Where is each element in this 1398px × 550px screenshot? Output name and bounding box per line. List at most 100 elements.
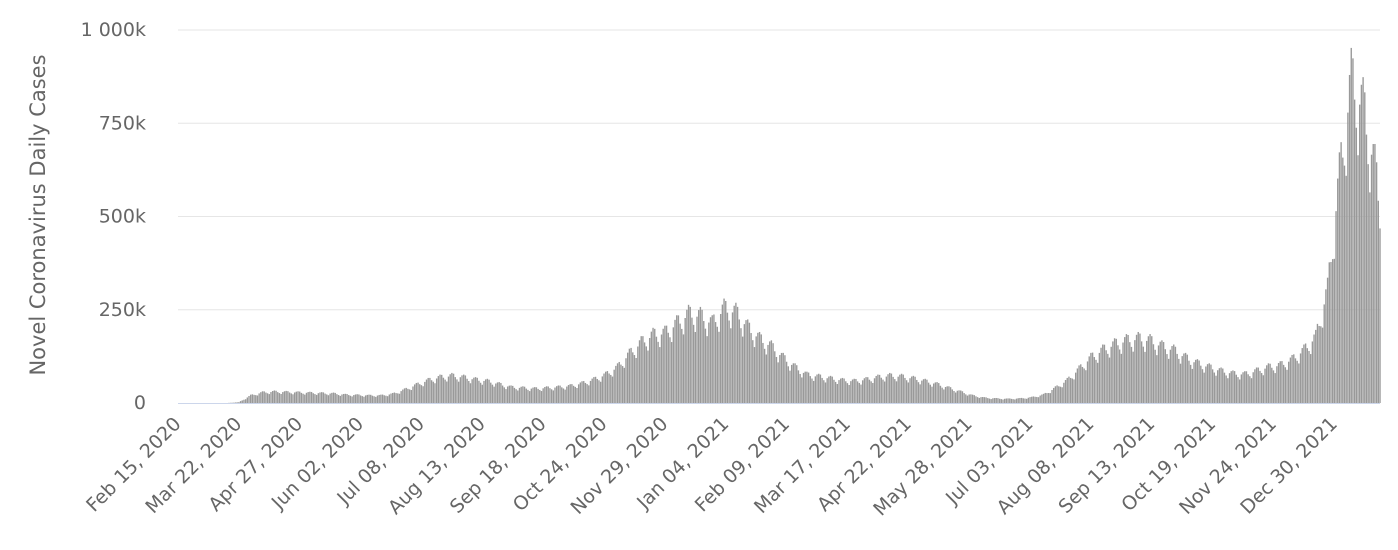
daily-cases-bar <box>1308 350 1310 403</box>
daily-cases-bar <box>1125 334 1128 403</box>
daily-cases-bar <box>1007 398 1009 403</box>
daily-cases-bar <box>946 386 948 403</box>
daily-cases-bar <box>1306 348 1308 403</box>
daily-cases-bar <box>577 384 580 403</box>
daily-cases-bar <box>694 331 697 403</box>
daily-cases-bar <box>638 340 641 403</box>
daily-cases-bar <box>1140 341 1143 403</box>
daily-cases-bar <box>1078 365 1080 403</box>
daily-cases-bar <box>960 390 962 403</box>
daily-cases-bar <box>740 328 742 403</box>
daily-cases-bar <box>1301 348 1303 403</box>
daily-cases-bar <box>1269 363 1271 403</box>
daily-cases-bar <box>282 392 284 403</box>
daily-cases-bar <box>422 386 424 403</box>
daily-cases-bar <box>479 382 482 403</box>
daily-cases-bar <box>518 387 521 403</box>
daily-cases-bar <box>584 382 587 403</box>
daily-cases-bar <box>1200 365 1202 403</box>
daily-cases-bar <box>474 377 477 403</box>
daily-cases-bar <box>948 386 950 403</box>
daily-cases-bar <box>921 380 923 403</box>
daily-cases-bar <box>777 362 779 403</box>
daily-cases-bar <box>882 379 884 403</box>
daily-cases-bar <box>364 395 367 403</box>
daily-cases-bar <box>1146 340 1148 403</box>
daily-cases-bar <box>1107 353 1109 403</box>
daily-cases-bar <box>968 394 970 403</box>
daily-cases-bar <box>721 304 724 403</box>
daily-cases-bar <box>1002 399 1004 403</box>
daily-cases-bar <box>1316 323 1319 403</box>
daily-cases-bar <box>388 394 391 403</box>
daily-cases-bar <box>1367 164 1369 403</box>
daily-cases-bar <box>412 386 414 403</box>
daily-cases-bar <box>1044 392 1046 403</box>
daily-cases-bar <box>1010 398 1013 403</box>
daily-cases-bar <box>532 387 534 403</box>
daily-cases-bar <box>591 378 593 403</box>
daily-cases-bar <box>745 320 747 403</box>
daily-cases-bar <box>659 347 661 403</box>
daily-cases-bar <box>1134 340 1136 403</box>
daily-cases-bar <box>1237 377 1239 403</box>
daily-cases-bar <box>312 393 314 403</box>
daily-cases-bar <box>425 379 428 403</box>
daily-cases-bar <box>774 351 776 403</box>
daily-cases-bar <box>605 371 607 403</box>
daily-cases-bar <box>1215 375 1217 403</box>
daily-cases-bar <box>451 372 453 403</box>
daily-cases-bar <box>939 385 942 403</box>
daily-cases-bar <box>676 315 678 403</box>
daily-cases-bar <box>845 381 847 403</box>
daily-cases-bar <box>594 376 597 403</box>
daily-cases-bar <box>760 334 762 403</box>
daily-cases-bar <box>1096 362 1099 403</box>
daily-cases-bar <box>687 304 690 403</box>
daily-cases-bar <box>922 379 925 403</box>
daily-cases-bar <box>1069 377 1072 403</box>
daily-cases-bar <box>1255 367 1258 403</box>
daily-cases-bar <box>983 397 986 403</box>
daily-cases-bar <box>613 369 615 403</box>
daily-cases-bar <box>361 396 363 403</box>
daily-cases-bar <box>975 396 977 403</box>
daily-cases-bar <box>1304 343 1307 403</box>
daily-cases-bar <box>1257 367 1259 403</box>
daily-cases-bar <box>1375 162 1378 403</box>
daily-cases-bar <box>555 386 558 403</box>
daily-cases-bar <box>520 386 522 403</box>
daily-cases-bar <box>302 393 304 403</box>
daily-cases-bar <box>266 393 269 403</box>
daily-cases-bar <box>275 390 277 403</box>
daily-cases-bar <box>1196 359 1199 403</box>
daily-cases-bar <box>1100 347 1102 403</box>
daily-cases-bar <box>706 336 708 403</box>
daily-cases-bar <box>726 312 729 403</box>
daily-cases-bar <box>654 328 656 403</box>
daily-cases-bar <box>434 383 436 403</box>
daily-cases-bar <box>1374 143 1376 403</box>
daily-cases-bar <box>1164 349 1166 403</box>
daily-cases-bar <box>816 374 818 403</box>
daily-cases-bar <box>1222 368 1224 403</box>
daily-cases-bar <box>905 380 908 403</box>
daily-cases-bar <box>1372 144 1374 403</box>
daily-cases-bar <box>1071 378 1074 403</box>
daily-cases-bar <box>444 379 446 403</box>
daily-cases-bar <box>334 392 336 403</box>
daily-cases-bar <box>1242 372 1244 403</box>
daily-cases-bar <box>562 388 565 403</box>
daily-cases-bar <box>611 376 614 403</box>
bars <box>228 47 1381 404</box>
daily-cases-bar <box>1191 368 1194 403</box>
daily-cases-bar <box>963 393 965 403</box>
daily-cases-bar <box>1315 329 1317 403</box>
daily-cases-bar <box>911 376 913 403</box>
daily-cases-bar <box>801 377 803 403</box>
daily-cases-bar <box>829 375 832 403</box>
gridlines <box>178 29 1380 311</box>
daily-cases-bar <box>1037 397 1040 403</box>
daily-cases-bar <box>1228 373 1231 403</box>
daily-cases-bar <box>1064 379 1067 403</box>
